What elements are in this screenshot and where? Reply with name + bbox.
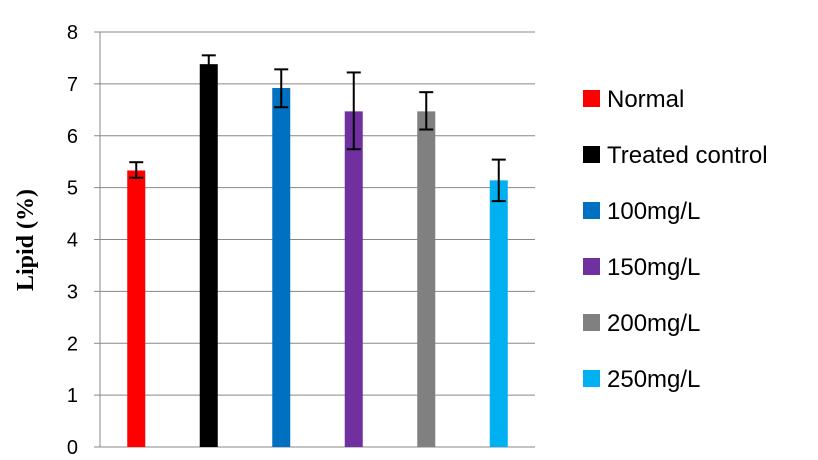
legend-entry: Treated control — [583, 142, 768, 169]
error-bar — [419, 91, 434, 131]
bars — [127, 64, 508, 448]
legend-swatch — [583, 370, 600, 387]
y-tick-label: 0 — [67, 437, 78, 459]
bar-200mg-l — [417, 111, 436, 448]
legend-swatch — [583, 202, 600, 219]
y-tick-label: 5 — [67, 178, 78, 200]
legend-swatch — [583, 146, 600, 163]
y-tick-label: 8 — [67, 22, 78, 44]
error-bar — [346, 71, 361, 151]
y-axis-ticks: 0 1 2 3 4 5 6 7 8 — [67, 22, 100, 459]
bar-treated-control — [199, 64, 218, 447]
legend-entry: 150mg/L — [583, 254, 700, 281]
y-tick-label: 6 — [67, 126, 78, 148]
legend-entry: 250mg/L — [583, 366, 700, 393]
y-tick-label: 3 — [67, 281, 78, 303]
legend-label: Treated control — [607, 142, 768, 169]
error-bar — [491, 158, 506, 203]
legend-entry: 100mg/L — [583, 198, 700, 225]
legend-swatch — [583, 90, 600, 107]
bar-150mg-l — [344, 111, 363, 448]
legend-swatch — [583, 314, 600, 331]
bar-250mg-l — [489, 180, 508, 448]
error-bar — [274, 68, 289, 109]
gridlines — [100, 31, 535, 448]
legend-label: 250mg/L — [607, 366, 700, 393]
legend: Normal Treated control 100mg/L 150mg/L 200mg… — [583, 86, 768, 393]
legend-label: 200mg/L — [607, 310, 700, 337]
legend-entry: Normal — [583, 86, 684, 113]
legend-swatch — [583, 258, 600, 275]
bar-100mg-l — [272, 88, 291, 448]
y-tick-label: 1 — [67, 385, 78, 407]
legend-entry: 200mg/L — [583, 310, 700, 337]
y-axis-label: Lipid (%) — [13, 189, 39, 291]
y-tick-label: 4 — [67, 230, 78, 252]
y-tick-label: 7 — [67, 74, 78, 96]
error-bar — [129, 161, 144, 179]
error-bar — [201, 54, 216, 73]
legend-label: 150mg/L — [607, 254, 700, 281]
legend-label: 100mg/L — [607, 198, 700, 225]
y-tick-label: 2 — [67, 333, 78, 355]
error-bars — [129, 54, 506, 203]
legend-label: Normal — [607, 86, 684, 113]
bar-normal — [127, 170, 146, 447]
